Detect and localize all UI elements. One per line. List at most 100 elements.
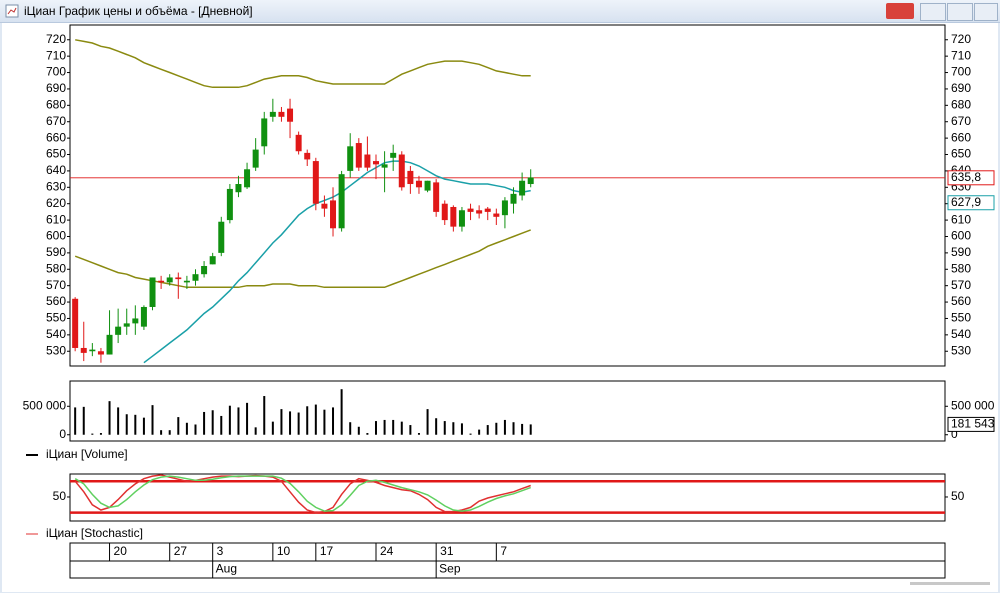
x-tick-label: 7: [500, 544, 507, 558]
last-price-label-box: [947, 170, 995, 186]
y-tick-label: 690: [46, 81, 66, 95]
y-tick-label-right: 710: [951, 48, 971, 62]
y-tick-label: 540: [46, 327, 66, 341]
y-tick-label: 700: [46, 65, 66, 79]
volume-bar: [99, 433, 102, 435]
volume-bar: [417, 433, 420, 435]
x-tick-label: 24: [380, 544, 394, 558]
y-tick-label-right: 610: [951, 212, 971, 226]
link-button[interactable]: [886, 3, 914, 19]
y-tick-label: 650: [46, 147, 66, 161]
candle-body: [458, 210, 465, 227]
volume-bar: [495, 422, 498, 435]
stochastic-line: [74, 475, 531, 512]
candle-body: [235, 184, 242, 193]
candle-body: [295, 134, 302, 152]
volume-bar: [357, 426, 360, 435]
y-tick-label: 680: [46, 98, 66, 112]
volume-bar: [340, 389, 343, 435]
volume-bar: [108, 401, 111, 435]
month-label: Aug: [216, 562, 237, 576]
y-tick-label-right: 560: [951, 294, 971, 308]
x-tick-label: 10: [277, 544, 291, 558]
candle-body: [218, 221, 225, 253]
volume-bar: [366, 433, 369, 435]
maximize-button[interactable]: [947, 3, 973, 21]
candle-body: [338, 174, 345, 229]
candle-body: [381, 164, 388, 168]
stochastic-panel: [69, 473, 946, 522]
candle-body: [97, 351, 104, 355]
volume-bar: [142, 417, 145, 435]
candle-body: [441, 203, 448, 221]
candle-body: [183, 280, 190, 283]
volume-bar: [314, 404, 317, 435]
y-tick-label-right: 550: [951, 311, 971, 325]
candle-body: [467, 208, 474, 212]
indicator-value-label-box: [947, 195, 995, 211]
window-title: iЦиан График цены и объёма - [Дневной]: [24, 4, 253, 18]
candle-body: [72, 298, 79, 348]
volume-bar: [435, 418, 438, 435]
volume-bar: [246, 402, 249, 435]
candle-body: [192, 274, 199, 281]
candle-body: [123, 323, 130, 327]
volume-bar: [185, 422, 188, 435]
volume-bar: [503, 419, 506, 435]
close-button[interactable]: [974, 3, 998, 21]
volume-bar: [271, 421, 274, 435]
volume-bar: [177, 417, 180, 435]
candle-body: [106, 334, 113, 355]
volume-bar: [486, 425, 489, 435]
app-icon: [5, 4, 19, 18]
y-tick-label-right: 540: [951, 327, 971, 341]
candle-body: [493, 213, 500, 217]
y-tick-label-right: 0: [951, 427, 958, 441]
y-tick-label-right: 580: [951, 261, 971, 275]
candle-body: [347, 146, 354, 171]
volume-bar: [117, 407, 120, 435]
y-tick-label: 570: [46, 278, 66, 292]
stochastic-line: [74, 474, 531, 514]
candle-body: [450, 206, 457, 227]
candle-body: [407, 170, 414, 185]
volume-bar: [228, 405, 231, 435]
last-volume-label-box: [947, 416, 995, 432]
candle-body: [252, 149, 259, 168]
y-tick-label: 670: [46, 114, 66, 128]
y-tick-label: 610: [46, 212, 66, 226]
y-tick-label: 660: [46, 130, 66, 144]
candle-body: [261, 118, 268, 147]
y-tick-label: 550: [46, 311, 66, 325]
y-tick-label: 640: [46, 163, 66, 177]
y-tick-label-right: 720: [951, 32, 971, 46]
y-tick-label-right: 670: [951, 114, 971, 128]
volume-bar: [134, 414, 137, 435]
x-tick-label: 27: [174, 544, 188, 558]
volume-panel: [69, 380, 946, 442]
candle-body: [510, 193, 517, 204]
candle-body: [398, 154, 405, 188]
volume-bar: [452, 422, 455, 435]
volume-bar: [237, 407, 240, 435]
candle-body: [269, 111, 276, 117]
title-bar: iЦиан График цены и объёма - [Дневной]: [0, 0, 1000, 23]
candle-body: [312, 161, 319, 204]
volume-bar: [400, 421, 403, 435]
x-tick-label: 31: [440, 544, 454, 558]
candle-body: [158, 280, 165, 283]
chart-window: 530 530 540 540 550 550 560 560 570 570 580 580 590 5…: [2, 23, 998, 592]
y-tick-label-right: 600: [951, 229, 971, 243]
y-tick-label: 560: [46, 294, 66, 308]
indicator-value-label: 627,9: [951, 195, 981, 209]
volume-bar: [211, 410, 214, 435]
volume-bar: [151, 405, 154, 435]
minimize-button[interactable]: [920, 3, 946, 21]
volume-bar: [168, 430, 171, 435]
volume-bar: [521, 423, 524, 435]
volume-bar: [297, 412, 300, 435]
price-panel: [69, 24, 946, 367]
y-tick-label: 620: [46, 196, 66, 210]
candle-body: [89, 349, 96, 352]
volume-bar: [426, 409, 429, 435]
